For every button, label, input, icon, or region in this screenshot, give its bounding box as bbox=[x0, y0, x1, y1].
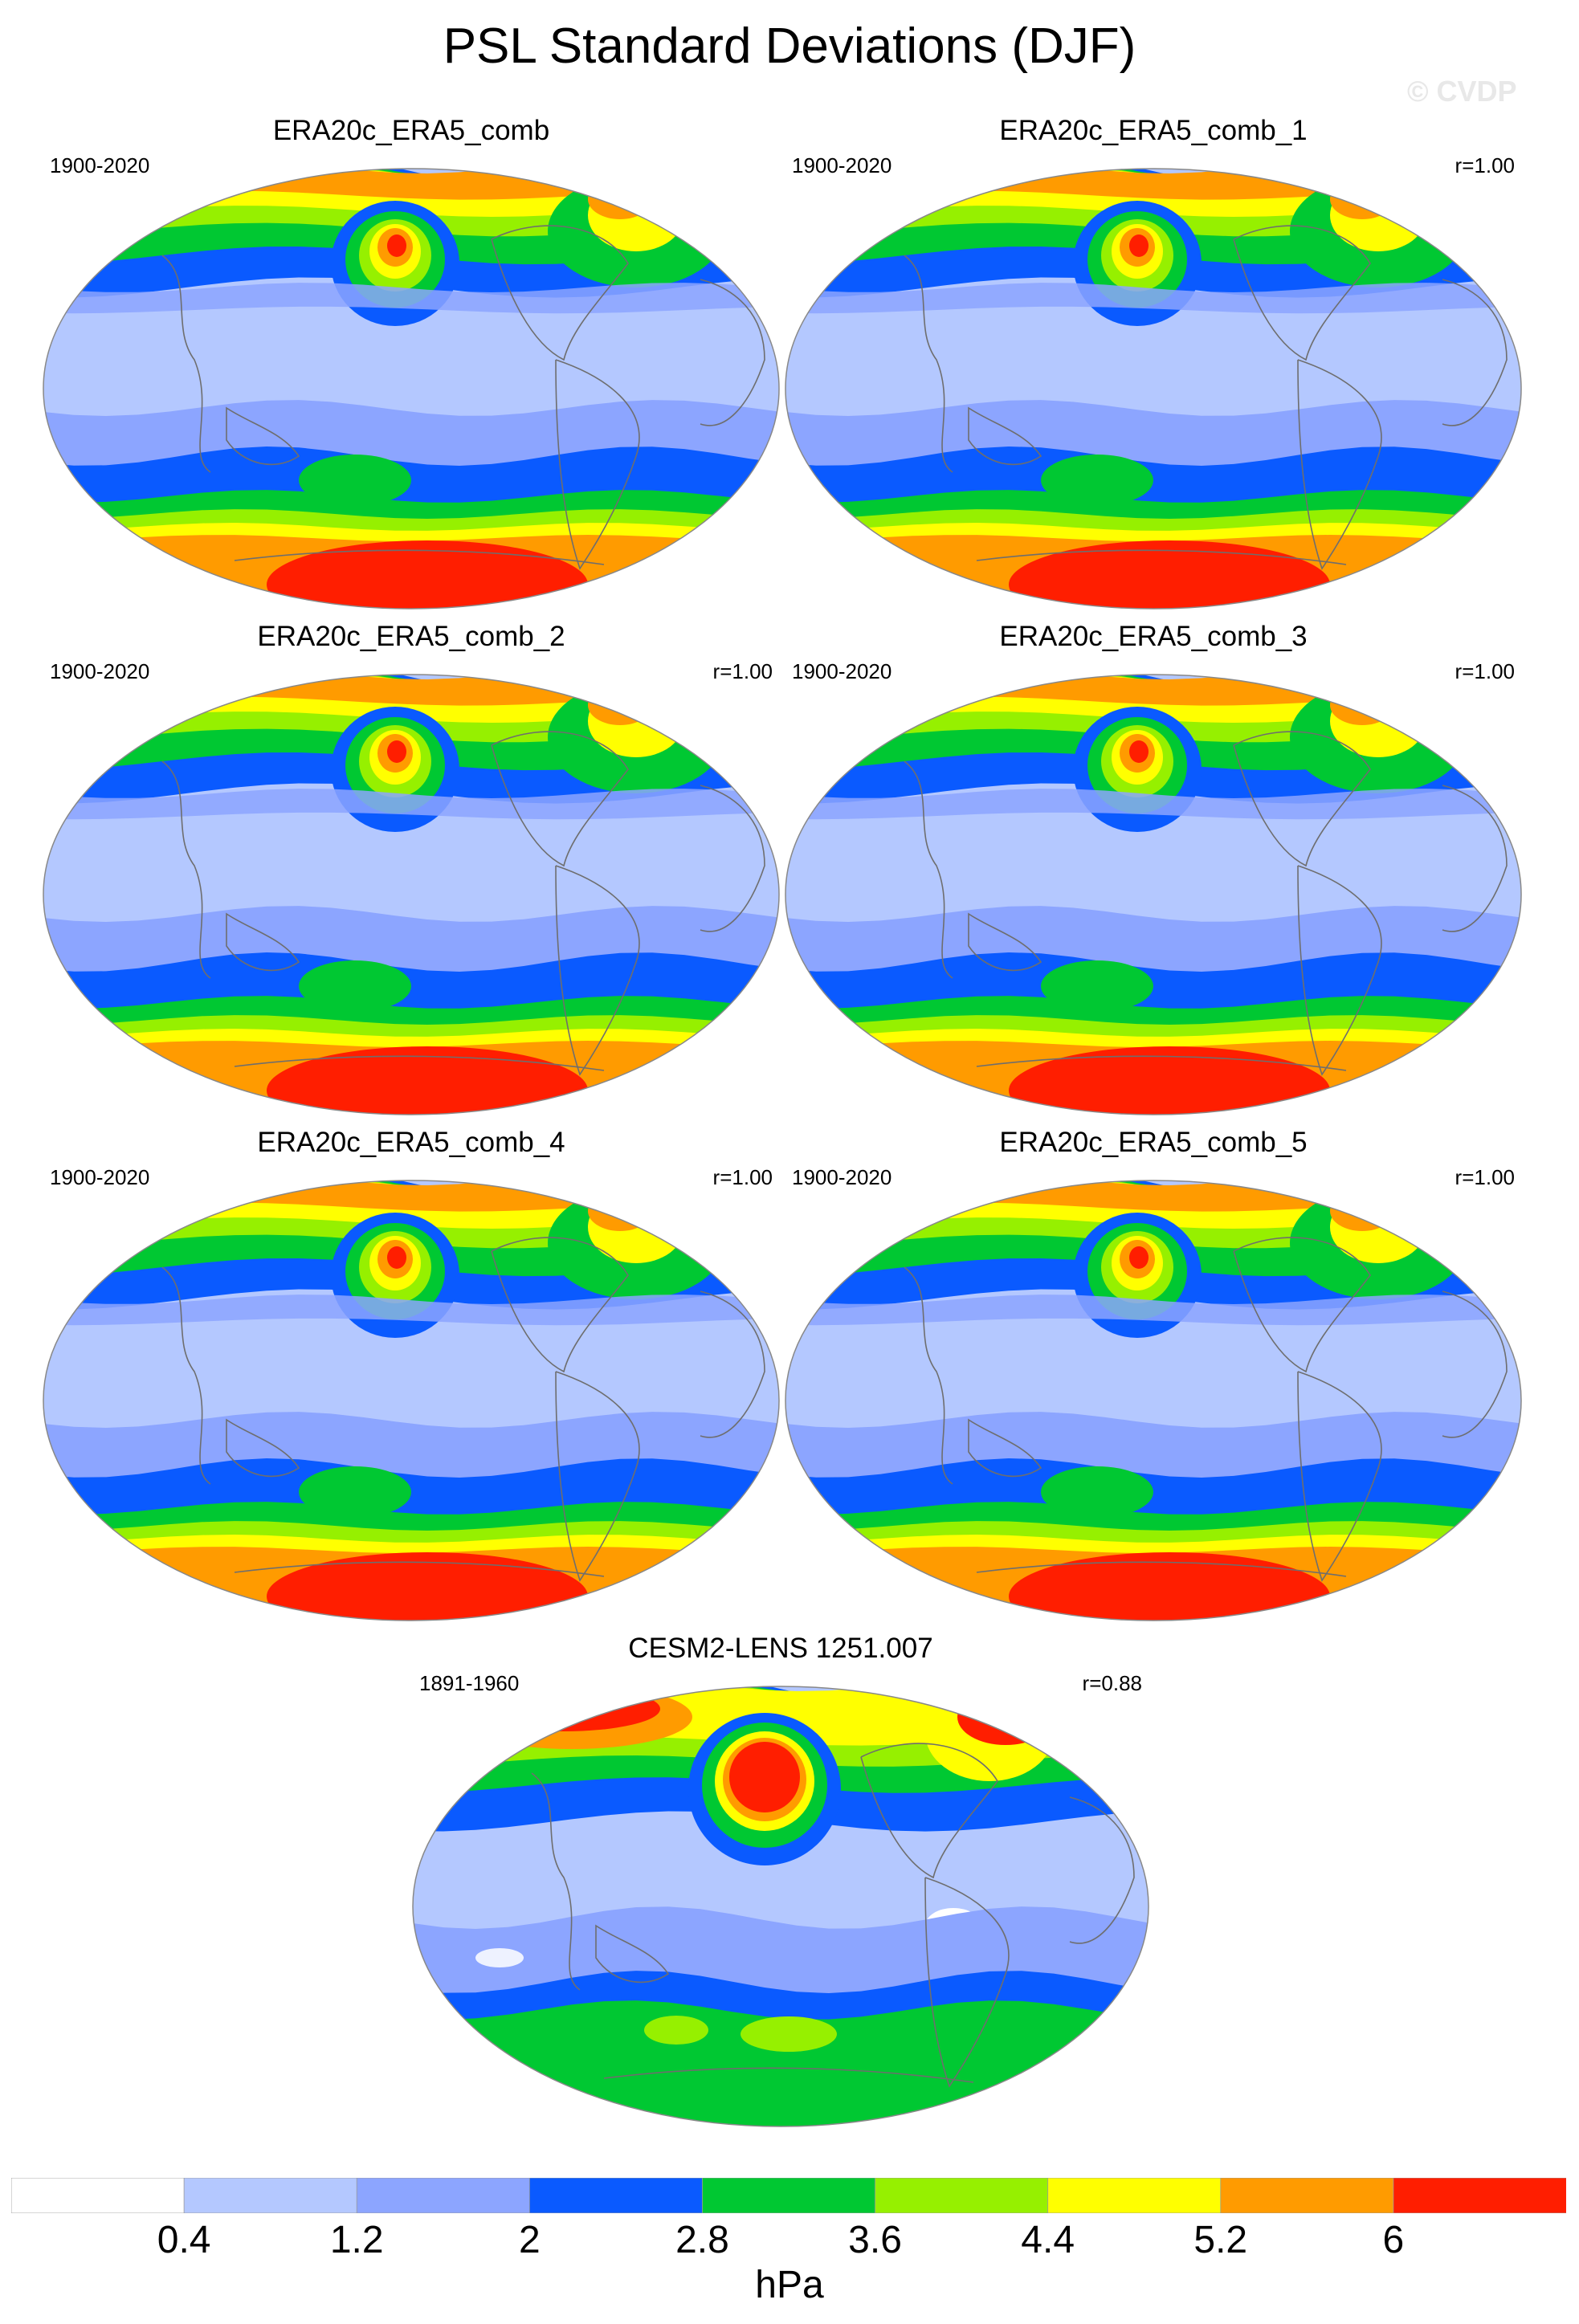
panel-period: 1900-2020 bbox=[50, 1165, 150, 1189]
panel-correlation: r=1.00 bbox=[1455, 659, 1515, 683]
map-panel: ERA20c_ERA5_comb_1 1900-2020 r=1.00 bbox=[784, 112, 1523, 610]
colorbar-tick-label: 2.8 bbox=[675, 2219, 729, 2261]
colorbar bbox=[11, 2178, 1566, 2213]
colorbar-swatch bbox=[11, 2178, 186, 2213]
colorbar-swatch bbox=[183, 2178, 358, 2213]
colorbar-tick-label: 1.2 bbox=[329, 2219, 384, 2261]
panel-title: ERA20c_ERA5_comb_2 bbox=[257, 621, 565, 652]
panel-correlation: r=0.88 bbox=[1082, 1671, 1142, 1695]
map-panel: ERA20c_ERA5_comb_4 1900-2020 r=1.00 bbox=[42, 1124, 781, 1622]
panel-title: ERA20c_ERA5_comb_4 bbox=[257, 1127, 565, 1158]
cvdp-watermark: © CVDP bbox=[1407, 75, 1517, 108]
colorbar-ticks: 0.4 1.2 2 2.8 3.6 4.4 5.2 6 bbox=[0, 2218, 1579, 2266]
map-panel: CESM2-LENS 1251.007 1891-1960 r=0.88 bbox=[411, 1630, 1150, 2128]
map-panel: ERA20c_ERA5_comb 1900-2020 bbox=[42, 112, 781, 610]
panel-title: ERA20c_ERA5_comb bbox=[272, 115, 550, 146]
colorbar-swatch bbox=[1393, 2178, 1566, 2213]
panel-correlation: r=1.00 bbox=[712, 1165, 773, 1189]
colorbar-tick-label: 3.6 bbox=[848, 2219, 902, 2261]
colorbar-swatch bbox=[356, 2178, 531, 2213]
robinson-map bbox=[43, 674, 780, 1115]
robinson-map bbox=[43, 1180, 780, 1621]
colorbar-swatch bbox=[528, 2178, 704, 2213]
robinson-map bbox=[43, 168, 780, 610]
panel-title: CESM2-LENS 1251.007 bbox=[628, 1633, 933, 1664]
robinson-map bbox=[785, 674, 1522, 1115]
panel-correlation: r=1.00 bbox=[712, 659, 773, 683]
panel-correlation: r=1.00 bbox=[1455, 153, 1515, 177]
robinson-map bbox=[412, 1686, 1149, 2127]
map-panel: ERA20c_ERA5_comb_2 1900-2020 r=1.00 bbox=[42, 618, 781, 1116]
panel-title: ERA20c_ERA5_comb_3 bbox=[999, 621, 1308, 652]
colorbar-tick-label: 0.4 bbox=[157, 2219, 211, 2261]
colorbar-swatch bbox=[1047, 2178, 1222, 2213]
robinson-map bbox=[785, 1180, 1522, 1621]
map-panel: ERA20c_ERA5_comb_3 1900-2020 r=1.00 bbox=[784, 618, 1523, 1116]
panel-period: 1900-2020 bbox=[50, 659, 150, 683]
panel-period: 1900-2020 bbox=[792, 153, 892, 177]
robinson-map bbox=[785, 168, 1522, 610]
panel-period: 1900-2020 bbox=[792, 659, 892, 683]
colorbar-unit: hPa bbox=[755, 2264, 824, 2306]
panel-period: 1900-2020 bbox=[50, 153, 150, 177]
colorbar-swatch bbox=[875, 2178, 1049, 2213]
panel-period: 1900-2020 bbox=[792, 1165, 892, 1189]
colorbar-tick-label: 4.4 bbox=[1021, 2219, 1075, 2261]
panel-title: ERA20c_ERA5_comb_1 bbox=[999, 115, 1308, 146]
panel-correlation: r=1.00 bbox=[1455, 1165, 1515, 1189]
colorbar-tick-label: 5.2 bbox=[1193, 2219, 1248, 2261]
panel-period: 1891-1960 bbox=[419, 1671, 520, 1695]
colorbar-tick-label: 2 bbox=[518, 2219, 541, 2261]
panel-title: ERA20c_ERA5_comb_5 bbox=[999, 1127, 1308, 1158]
map-panel: ERA20c_ERA5_comb_5 1900-2020 r=1.00 bbox=[784, 1124, 1523, 1622]
colorbar-swatch bbox=[1220, 2178, 1394, 2213]
colorbar-tick-label: 6 bbox=[1382, 2219, 1405, 2261]
colorbar-swatch bbox=[702, 2178, 876, 2213]
figure-title: PSL Standard Deviations (DJF) bbox=[443, 18, 1136, 74]
